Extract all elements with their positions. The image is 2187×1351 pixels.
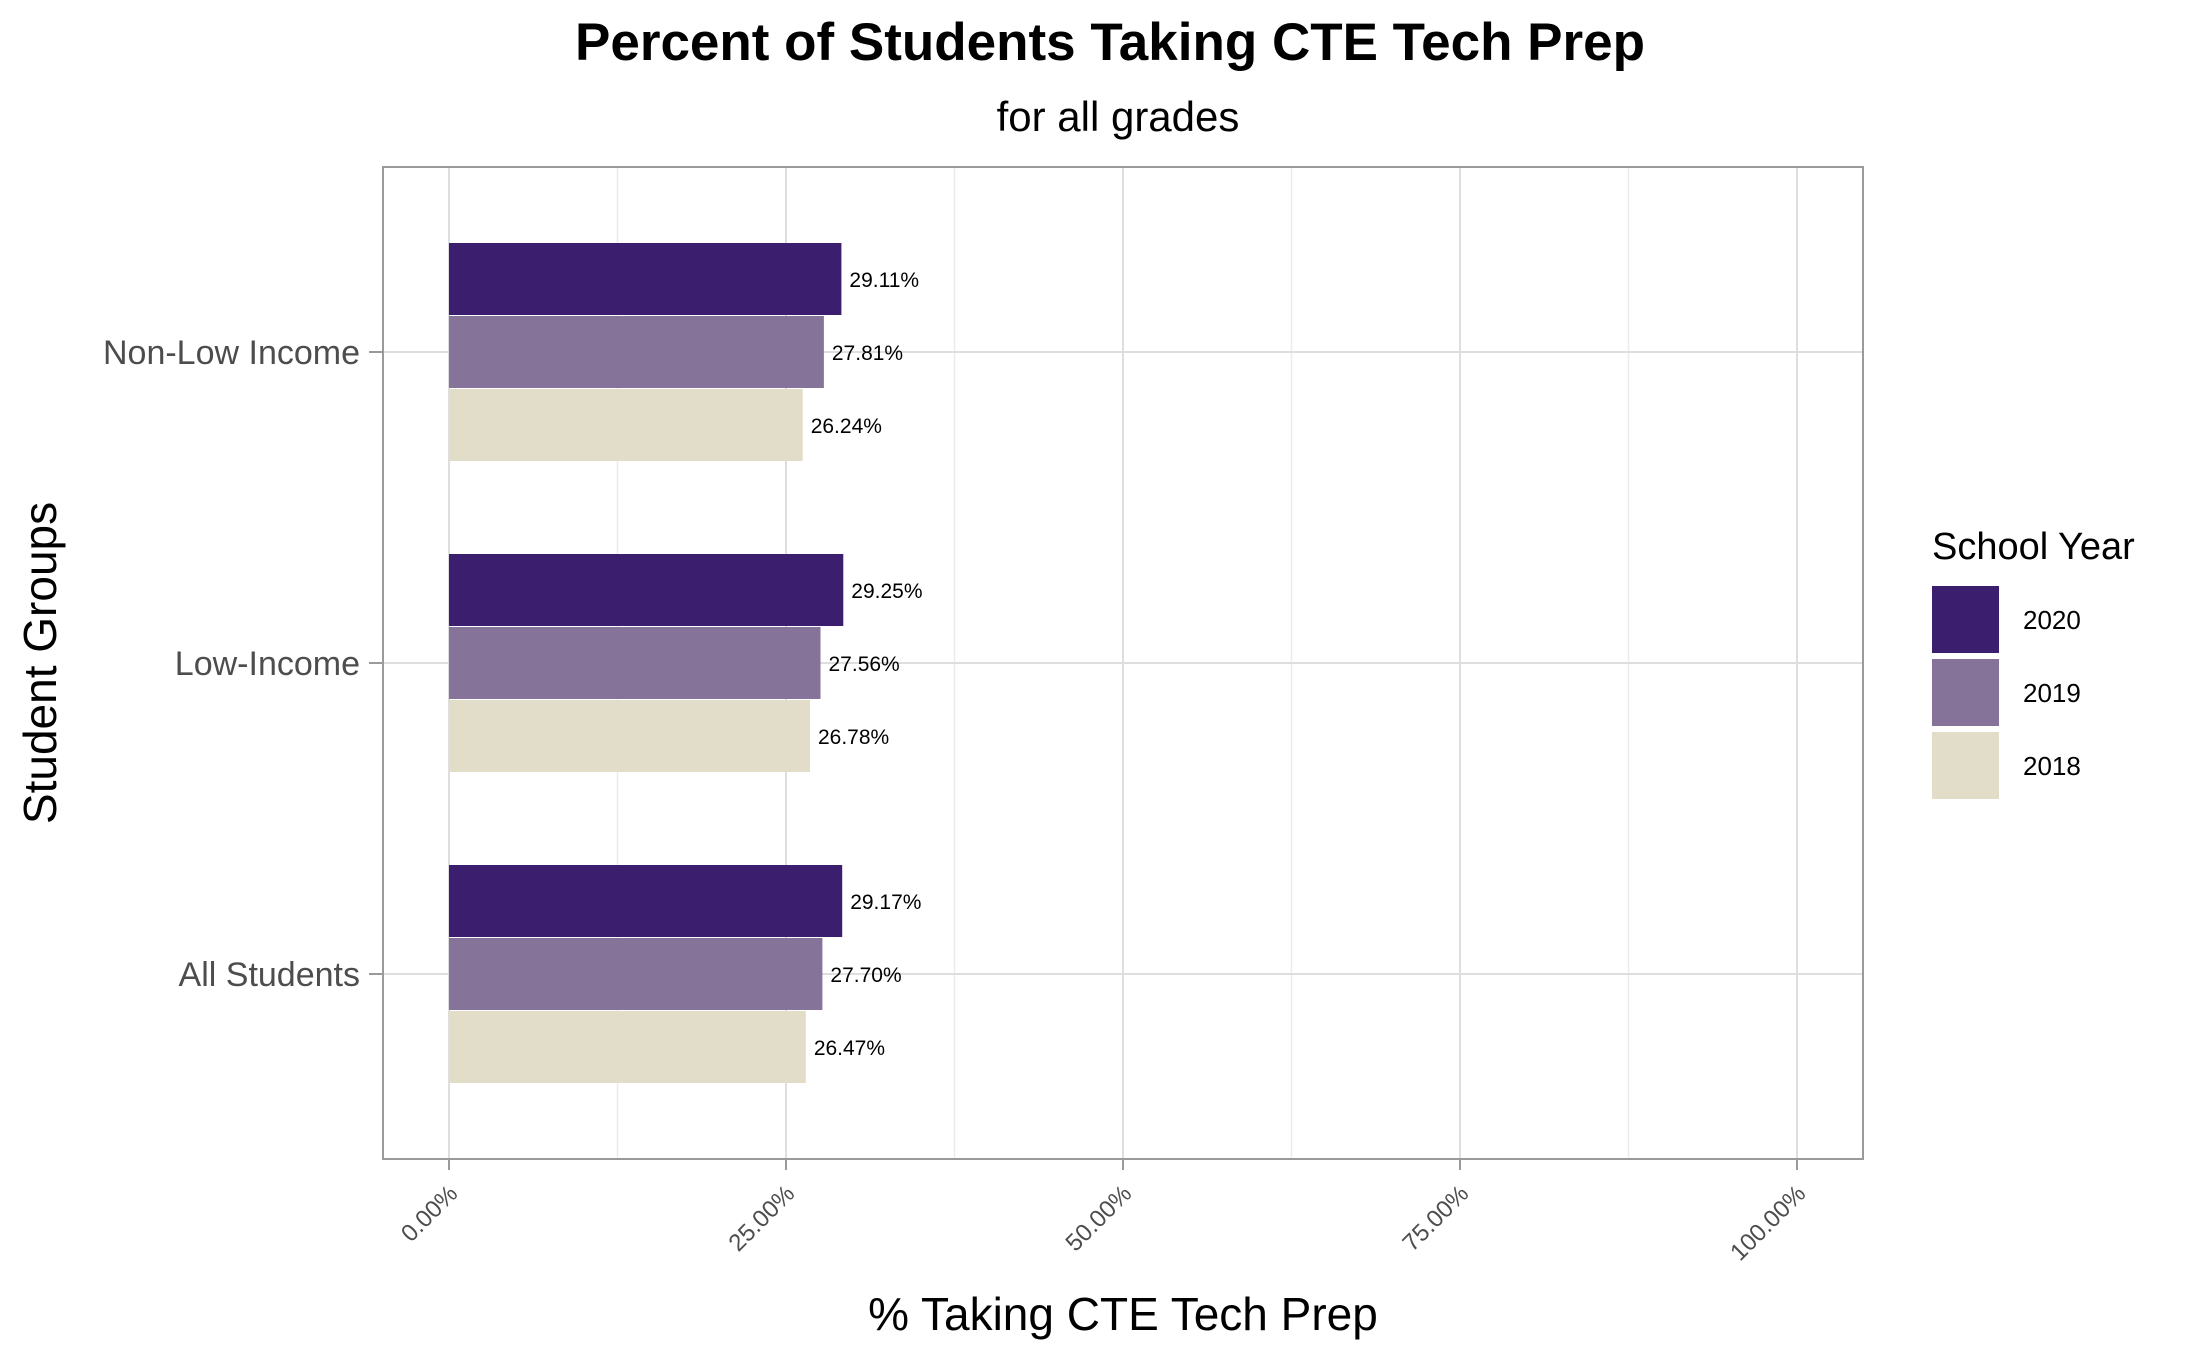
- bar-value-label: 26.78%: [818, 726, 889, 749]
- chart-title: Percent of Students Taking CTE Tech Prep: [575, 13, 1645, 72]
- y-tick-label: Low-Income: [175, 645, 360, 683]
- legend-title: School Year: [1932, 526, 2135, 568]
- legend: School Year 2020 2019 2018: [1932, 526, 2135, 799]
- bar-2018: [449, 1011, 806, 1083]
- x-axis: 0.00% 25.00% 50.00% 75.00% 100.00%: [396, 1159, 1811, 1266]
- bar-2019: [449, 316, 824, 388]
- bar-2019: [449, 627, 821, 699]
- bar-2020: [449, 554, 844, 626]
- bar-value-label: 27.81%: [832, 342, 903, 365]
- x-axis-title: % Taking CTE Tech Prep: [868, 1288, 1378, 1340]
- bar-value-label: 29.17%: [850, 891, 921, 914]
- bar-value-label: 27.70%: [830, 964, 901, 987]
- bar-value-label: 26.24%: [811, 415, 882, 438]
- bar-value-label: 27.56%: [829, 653, 900, 676]
- y-axis: Non-Low Income Low-Income All Students: [103, 334, 383, 994]
- y-tick-label: All Students: [179, 956, 360, 994]
- legend-label: 2019: [2023, 678, 2081, 708]
- legend-items: 2020 2019 2018: [1932, 586, 2081, 799]
- data-labels: 29.11% 29.25% 29.17% 27.81% 27.56% 27.70% 26.2…: [811, 269, 923, 1060]
- x-tick-label: 0.00%: [396, 1180, 463, 1247]
- legend-label: 2020: [2023, 605, 2081, 635]
- bar-2018: [449, 389, 803, 461]
- x-tick-label: 100.00%: [1725, 1180, 1811, 1266]
- legend-swatch-2020: [1932, 586, 1999, 653]
- bar-2020: [449, 865, 843, 937]
- bars: [449, 243, 844, 1083]
- y-axis-title: Student Groups: [14, 502, 66, 824]
- chart-subtitle: for all grades: [997, 93, 1240, 140]
- x-tick-label: 75.00%: [1398, 1180, 1475, 1257]
- bar-2020: [449, 243, 842, 315]
- bar-2018: [449, 700, 810, 772]
- legend-label: 2018: [2023, 751, 2081, 781]
- legend-swatch-2019: [1932, 659, 1999, 726]
- x-tick-label: 50.00%: [1061, 1180, 1138, 1257]
- bar-2019: [449, 938, 823, 1010]
- plot-area: 29.11% 29.25% 29.17% 27.81% 27.56% 27.70% 26.2…: [382, 166, 1864, 1160]
- bar-value-label: 29.11%: [849, 269, 919, 292]
- bar-value-label: 29.25%: [851, 580, 922, 603]
- bar-value-label: 26.47%: [814, 1037, 885, 1060]
- y-tick-label: Non-Low Income: [103, 334, 360, 372]
- x-tick-label: 25.00%: [724, 1180, 801, 1257]
- legend-swatch-2018: [1932, 732, 1999, 799]
